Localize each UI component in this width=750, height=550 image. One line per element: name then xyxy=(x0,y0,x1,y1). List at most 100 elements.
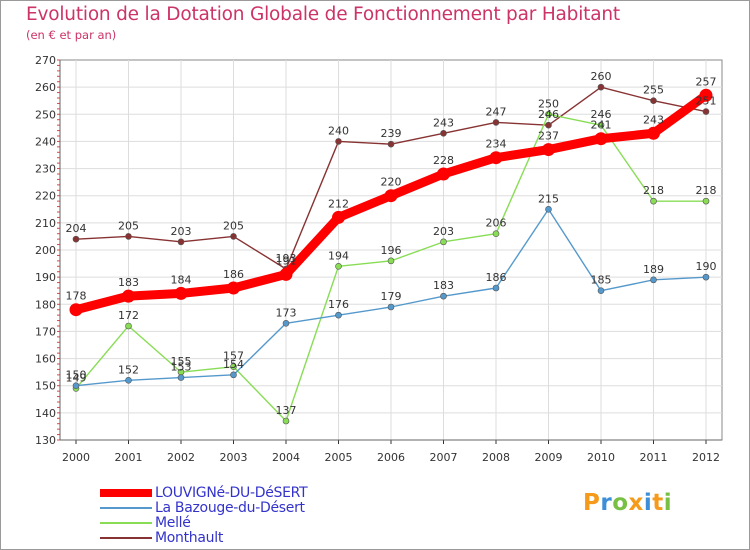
data-point-louvigne xyxy=(279,267,293,281)
x-tick-label: 2007 xyxy=(430,451,458,464)
data-label-louvigne: 212 xyxy=(328,197,349,210)
data-point-la-bazouge xyxy=(492,284,500,292)
data-label-la-bazouge: 185 xyxy=(591,274,612,287)
data-label-la-bazouge: 186 xyxy=(486,271,507,284)
legend-label-monthault: Monthault xyxy=(155,530,224,546)
y-tick-label: 210 xyxy=(35,217,56,230)
chart-title: Evolution de la Dotation Globale de Fonc… xyxy=(26,4,620,25)
data-point-monthault xyxy=(597,83,605,91)
data-point-louvigne xyxy=(542,143,555,157)
y-tick-label: 240 xyxy=(35,135,56,148)
data-point-la-bazouge xyxy=(440,292,447,300)
y-tick-label: 190 xyxy=(35,271,56,284)
data-label-la-bazouge: 173 xyxy=(276,306,297,319)
x-tick-label: 2003 xyxy=(220,451,248,464)
legend-label-melle: Mellé xyxy=(155,515,191,531)
data-point-la-bazouge xyxy=(335,311,342,319)
logo-letter: i xyxy=(663,490,673,516)
data-label-monthault: 247 xyxy=(486,105,507,118)
data-point-monthault xyxy=(650,97,657,105)
data-label-la-bazouge: 189 xyxy=(643,263,664,276)
data-point-monthault xyxy=(335,138,342,145)
data-label-la-bazouge: 183 xyxy=(433,279,454,292)
data-point-melle xyxy=(650,197,657,205)
x-tick-label: 2001 xyxy=(115,451,143,464)
data-label-monthault: 204 xyxy=(66,222,87,235)
proxiti-logo: Proxiti xyxy=(583,490,672,516)
y-tick-label: 250 xyxy=(35,108,56,121)
y-tick-label: 260 xyxy=(35,81,56,94)
data-label-melle: 155 xyxy=(171,355,192,368)
data-label-melle: 246 xyxy=(591,108,612,121)
data-label-melle: 250 xyxy=(538,97,559,110)
data-point-monthault xyxy=(125,233,132,240)
data-point-monthault xyxy=(230,233,237,240)
data-point-monthault xyxy=(440,129,447,137)
legend-item-la-bazouge: La Bazouge-du-Désert xyxy=(100,500,305,516)
data-label-monthault: 193 xyxy=(276,252,297,265)
data-point-la-bazouge xyxy=(72,382,80,390)
data-label-melle: 157 xyxy=(223,350,244,363)
data-label-louvigne: 191 xyxy=(276,254,297,267)
data-label-la-bazouge: 153 xyxy=(171,361,192,374)
data-label-la-bazouge: 150 xyxy=(66,369,87,382)
data-point-monthault xyxy=(177,238,185,246)
data-label-la-bazouge: 152 xyxy=(118,363,139,376)
data-point-melle xyxy=(440,238,447,246)
data-point-la-bazouge xyxy=(282,319,290,327)
data-label-louvigne: 241 xyxy=(591,119,612,132)
data-label-louvigne: 228 xyxy=(433,154,454,167)
data-label-la-bazouge: 190 xyxy=(696,260,717,273)
data-point-louvigne xyxy=(69,303,83,317)
data-label-melle: 137 xyxy=(276,404,297,417)
data-label-monthault: 255 xyxy=(643,84,664,97)
data-point-la-bazouge xyxy=(650,276,657,284)
y-tick-label: 270 xyxy=(35,54,56,67)
data-point-louvigne xyxy=(174,286,188,300)
data-point-louvigne xyxy=(699,88,713,102)
data-point-la-bazouge xyxy=(702,273,710,281)
data-point-melle xyxy=(702,197,710,205)
data-label-melle: 196 xyxy=(381,244,402,257)
data-label-louvigne: 178 xyxy=(66,290,87,303)
data-point-la-bazouge xyxy=(177,374,185,381)
data-label-la-bazouge: 176 xyxy=(328,298,349,311)
x-tick-label: 2006 xyxy=(377,451,405,464)
y-tick-label: 130 xyxy=(35,434,56,447)
data-label-melle: 194 xyxy=(328,249,349,262)
x-tick-label: 2009 xyxy=(535,451,563,464)
y-tick-label: 140 xyxy=(35,407,56,420)
data-point-la-bazouge xyxy=(387,303,395,311)
legend-label-la-bazouge: La Bazouge-du-Désert xyxy=(155,500,305,516)
legend-item-monthault: Monthault xyxy=(100,530,223,546)
data-point-louvigne xyxy=(647,126,660,140)
data-point-monthault xyxy=(545,121,552,129)
logo-letter: o xyxy=(612,490,629,516)
x-tick-label: 2011 xyxy=(640,451,668,464)
logo-letter: x xyxy=(628,490,644,516)
data-point-la-bazouge xyxy=(230,371,237,379)
data-point-melle xyxy=(545,110,552,118)
legend-label-louvigne: LOUVIGNé-DU-DéSERT xyxy=(155,485,308,501)
data-point-monthault xyxy=(72,235,80,243)
data-label-la-bazouge: 215 xyxy=(538,192,559,205)
data-point-monthault xyxy=(702,108,710,115)
data-label-monthault: 203 xyxy=(171,225,192,238)
legend-swatch-monthault xyxy=(100,537,152,539)
data-label-louvigne: 220 xyxy=(381,176,402,189)
legend-item-louvigne: LOUVIGNé-DU-DéSERT xyxy=(100,485,308,501)
data-point-louvigne xyxy=(332,210,345,224)
y-tick-label: 180 xyxy=(35,298,56,311)
data-point-melle xyxy=(387,257,395,265)
data-label-monthault: 205 xyxy=(223,219,244,232)
logo-letter: r xyxy=(600,490,613,516)
data-point-melle xyxy=(230,363,237,371)
logo-letter: P xyxy=(583,490,601,516)
data-label-melle: 203 xyxy=(433,225,454,238)
data-label-melle: 218 xyxy=(696,184,717,197)
y-tick-label: 220 xyxy=(35,190,56,203)
data-point-la-bazouge xyxy=(545,205,552,213)
y-tick-label: 160 xyxy=(35,353,56,366)
legend-swatch-la-bazouge xyxy=(100,507,152,509)
data-point-louvigne xyxy=(227,281,240,295)
